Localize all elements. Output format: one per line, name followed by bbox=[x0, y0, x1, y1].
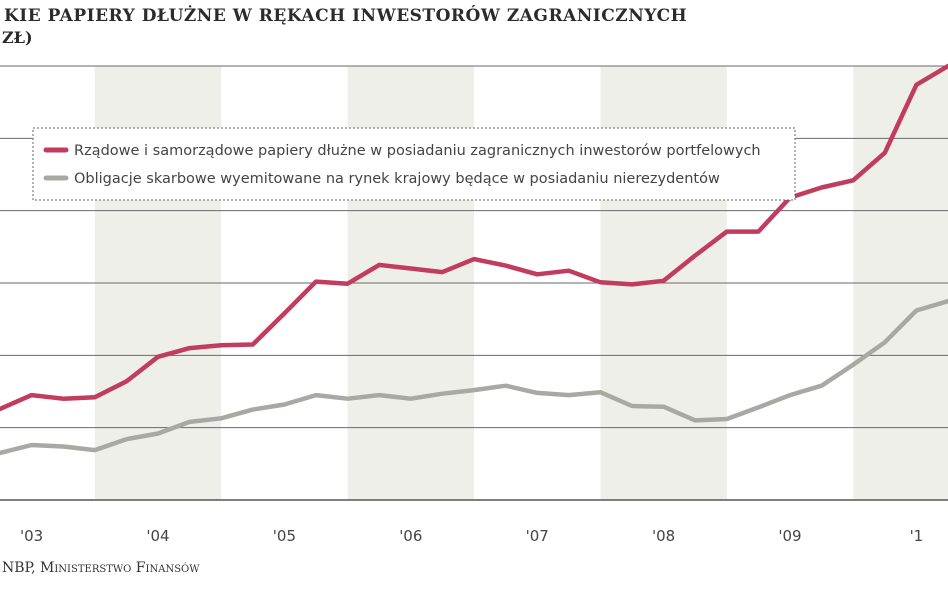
x-axis-ticks: '03 '04 '05 '06 '07 '08 '09 '1 bbox=[20, 527, 923, 545]
x-tick-label: '06 bbox=[399, 527, 422, 545]
x-tick-label: '05 bbox=[273, 527, 296, 545]
chart-subtitle: ZŁ) bbox=[2, 28, 33, 47]
x-tick-label: '09 bbox=[778, 527, 801, 545]
legend-label: Obligacje skarbowe wyemitowane na rynek … bbox=[74, 171, 720, 187]
legend-label: Rządowe i samorządowe papiery dłużne w p… bbox=[74, 143, 761, 159]
chart-title: KIE PAPIERY DŁUŻNE W RĘKACH INWESTORÓW Z… bbox=[4, 6, 688, 26]
chart-source: NBP, Ministerstwo Finansów bbox=[2, 560, 200, 576]
legend-box bbox=[32, 127, 796, 201]
x-tick-label: '04 bbox=[146, 527, 169, 545]
legend: Rządowe i samorządowe papiery dłużne w p… bbox=[32, 127, 796, 201]
x-tick-label: '03 bbox=[20, 527, 43, 545]
x-tick-label: '1 bbox=[910, 527, 924, 545]
x-tick-label: '07 bbox=[526, 527, 549, 545]
x-tick-label: '08 bbox=[652, 527, 675, 545]
series-line-2 bbox=[0, 298, 948, 456]
